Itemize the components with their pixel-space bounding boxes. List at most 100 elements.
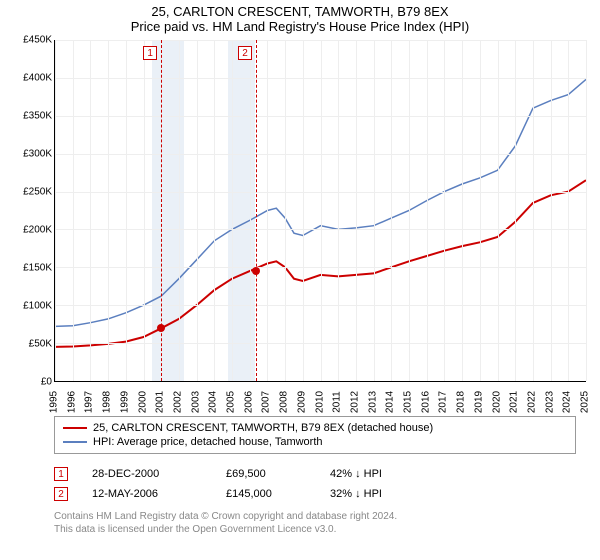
x-tick: 2005 (226, 391, 237, 413)
gridline-v (144, 40, 145, 381)
legend: 25, CARLTON CRESCENT, TAMWORTH, B79 8EX … (54, 416, 576, 454)
gridline-v (427, 40, 428, 381)
gridline-v (73, 40, 74, 381)
x-tick: 2023 (544, 391, 555, 413)
event-delta: 32% ↓ HPI (330, 488, 440, 500)
marker-line (256, 40, 257, 381)
gridline-v (303, 40, 304, 381)
event-date: 28-DEC-2000 (92, 468, 202, 480)
page: 25, CARLTON CRESCENT, TAMWORTH, B79 8EX … (0, 0, 600, 560)
x-tick: 2004 (208, 391, 219, 413)
x-tick: 2013 (367, 391, 378, 413)
y-tick: £100K (23, 301, 52, 312)
legend-swatch (63, 427, 87, 429)
gridline-v (480, 40, 481, 381)
x-tick: 1997 (84, 391, 95, 413)
event-table: 1 28-DEC-2000 £69,500 42% ↓ HPI 2 12-MAY-2006… (54, 464, 576, 504)
x-tick: 2015 (403, 391, 414, 413)
x-tick: 2017 (438, 391, 449, 413)
gridline-v (267, 40, 268, 381)
footer-line-1: Contains HM Land Registry data © Crown c… (54, 510, 576, 523)
gridline-v (568, 40, 569, 381)
y-tick: £200K (23, 225, 52, 236)
gridline-v (551, 40, 552, 381)
event-date: 12-MAY-2006 (92, 488, 202, 500)
gridline-v (197, 40, 198, 381)
gridline-v (126, 40, 127, 381)
x-tick: 2012 (349, 391, 360, 413)
gridline-v (409, 40, 410, 381)
gridline-v (444, 40, 445, 381)
event-delta: 42% ↓ HPI (330, 468, 440, 480)
legend-swatch (63, 441, 87, 443)
gridline-v (462, 40, 463, 381)
price-dot (157, 324, 165, 332)
marker-box: 2 (238, 46, 252, 60)
gridline-v (533, 40, 534, 381)
y-tick: £250K (23, 186, 52, 197)
gridline-v (250, 40, 251, 381)
x-tick: 2025 (580, 391, 591, 413)
gridline-v (321, 40, 322, 381)
gridline-v (232, 40, 233, 381)
x-tick: 2022 (526, 391, 537, 413)
marker-box: 1 (143, 46, 157, 60)
y-tick: £300K (23, 149, 52, 160)
x-tick: 2011 (332, 391, 343, 413)
gridline-v (374, 40, 375, 381)
gridline-v (179, 40, 180, 381)
x-tick: 2019 (473, 391, 484, 413)
x-tick: 2021 (509, 391, 520, 413)
x-axis: 1995199619971998199920002001200220032004… (54, 382, 586, 410)
title-line-2: Price paid vs. HM Land Registry's House … (0, 19, 600, 34)
gridline-v (108, 40, 109, 381)
event-price: £145,000 (226, 488, 306, 500)
y-tick: £0 (41, 377, 52, 388)
gridline-v (391, 40, 392, 381)
gridline-v (55, 40, 56, 381)
x-tick: 2014 (385, 391, 396, 413)
x-tick: 2010 (314, 391, 325, 413)
legend-label: 25, CARLTON CRESCENT, TAMWORTH, B79 8EX … (93, 422, 433, 434)
x-tick: 2020 (491, 391, 502, 413)
event-row: 1 28-DEC-2000 £69,500 42% ↓ HPI (54, 464, 576, 484)
x-tick: 2008 (279, 391, 290, 413)
title-line-1: 25, CARLTON CRESCENT, TAMWORTH, B79 8EX (0, 4, 600, 19)
chart: £0£50K£100K£150K£200K£250K£300K£350K£400… (10, 40, 590, 410)
gridline-v (285, 40, 286, 381)
x-tick: 1995 (49, 391, 60, 413)
gridline-v (586, 40, 587, 381)
y-tick: £350K (23, 110, 52, 121)
y-tick: £450K (23, 35, 52, 46)
gridline-v (356, 40, 357, 381)
event-box: 1 (54, 467, 68, 481)
legend-label: HPI: Average price, detached house, Tamw… (93, 436, 323, 448)
gridline-v (515, 40, 516, 381)
x-tick: 2000 (137, 391, 148, 413)
footer-line-2: This data is licensed under the Open Gov… (54, 523, 576, 536)
event-price: £69,500 (226, 468, 306, 480)
price-dot (252, 267, 260, 275)
x-tick: 2007 (261, 391, 272, 413)
x-tick: 2009 (296, 391, 307, 413)
plot-area: 12 (54, 40, 586, 382)
x-tick: 2018 (456, 391, 467, 413)
event-box: 2 (54, 487, 68, 501)
x-tick: 2024 (562, 391, 573, 413)
x-tick: 2016 (420, 391, 431, 413)
x-tick: 1998 (102, 391, 113, 413)
legend-row: 25, CARLTON CRESCENT, TAMWORTH, B79 8EX … (63, 421, 567, 435)
y-tick: £400K (23, 72, 52, 83)
x-tick: 2006 (243, 391, 254, 413)
x-tick: 2003 (190, 391, 201, 413)
x-tick: 2001 (155, 391, 166, 413)
gridline-v (498, 40, 499, 381)
event-row: 2 12-MAY-2006 £145,000 32% ↓ HPI (54, 484, 576, 504)
x-tick: 2002 (172, 391, 183, 413)
gridline-v (214, 40, 215, 381)
y-tick: £50K (29, 338, 52, 349)
footer: Contains HM Land Registry data © Crown c… (54, 510, 576, 536)
x-tick: 1999 (119, 391, 130, 413)
titles: 25, CARLTON CRESCENT, TAMWORTH, B79 8EX … (0, 0, 600, 40)
y-axis: £0£50K£100K£150K£200K£250K£300K£350K£400… (10, 40, 54, 382)
